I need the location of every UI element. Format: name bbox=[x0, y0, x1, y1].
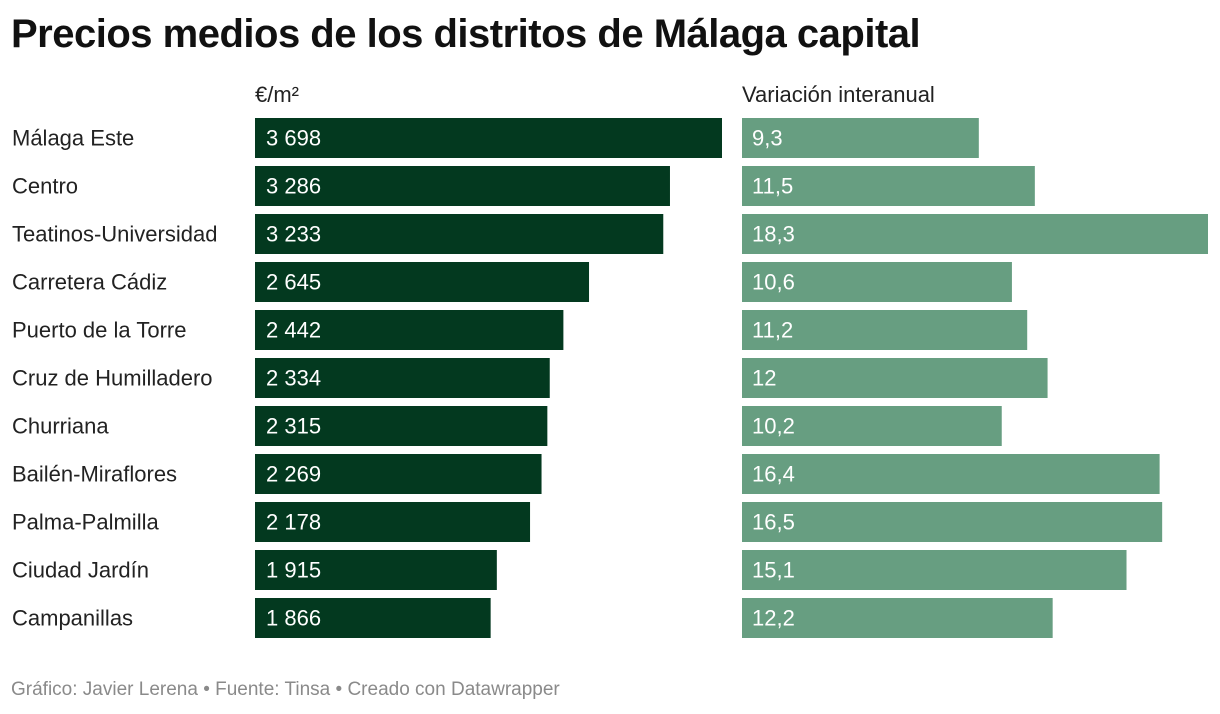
variation-bar bbox=[742, 118, 979, 158]
variation-bar bbox=[742, 310, 1028, 350]
variation-bar bbox=[742, 550, 1127, 590]
variation-value-label: 10,6 bbox=[752, 270, 795, 295]
price-value-label: 2 442 bbox=[266, 318, 321, 343]
price-value-label: 2 315 bbox=[266, 414, 321, 439]
variation-bar bbox=[742, 598, 1053, 638]
price-value-label: 2 645 bbox=[266, 270, 321, 295]
price-value-label: 3 286 bbox=[266, 174, 321, 199]
variation-bar bbox=[742, 358, 1048, 398]
variation-value-label: 15,1 bbox=[752, 558, 795, 583]
variation-bar bbox=[742, 406, 1002, 446]
price-value-label: 2 178 bbox=[266, 510, 321, 535]
variation-value-label: 11,2 bbox=[752, 318, 793, 343]
variation-value-label: 11,5 bbox=[752, 174, 793, 199]
price-bar bbox=[255, 214, 664, 254]
category-label: Málaga Este bbox=[12, 126, 134, 151]
price-bar bbox=[255, 598, 491, 638]
price-value-label: 2 269 bbox=[266, 462, 321, 487]
price-bar bbox=[255, 166, 670, 206]
variation-bar bbox=[742, 166, 1035, 206]
category-label: Puerto de la Torre bbox=[12, 318, 186, 343]
category-label: Teatinos-Universidad bbox=[12, 222, 217, 247]
price-bar bbox=[255, 406, 548, 446]
price-value-label: 1 866 bbox=[266, 606, 321, 631]
price-bar bbox=[255, 550, 497, 590]
category-label: Churriana bbox=[12, 414, 109, 439]
variation-bar bbox=[742, 454, 1160, 494]
price-bar bbox=[255, 358, 550, 398]
variation-value-label: 12 bbox=[752, 366, 776, 391]
variation-value-label: 12,2 bbox=[752, 606, 795, 631]
variation-value-label: 16,4 bbox=[752, 462, 795, 487]
price-value-label: 3 698 bbox=[266, 126, 321, 151]
category-label: Carretera Cádiz bbox=[12, 270, 167, 295]
price-value-label: 2 334 bbox=[266, 366, 321, 391]
category-label: Campanillas bbox=[12, 606, 133, 631]
bar-chart: Málaga Este 3 698 9,3 Centro 3 286 11,5 Teatin… bbox=[12, 118, 1208, 638]
variation-bar bbox=[742, 262, 1012, 302]
variation-value-label: 10,2 bbox=[752, 414, 795, 439]
variation-value-label: 18,3 bbox=[752, 222, 795, 247]
chart-footer: Gráfico: Javier Lerena • Fuente: Tinsa •… bbox=[11, 679, 560, 700]
category-label: Cruz de Humilladero bbox=[12, 366, 213, 391]
price-value-label: 1 915 bbox=[266, 558, 321, 583]
variation-bar bbox=[742, 502, 1163, 542]
variation-column-header: Variación interanual bbox=[742, 82, 935, 107]
price-bar bbox=[255, 502, 531, 542]
price-bar bbox=[255, 118, 722, 158]
variation-value-label: 9,3 bbox=[752, 126, 783, 151]
price-column-header: €/m² bbox=[255, 82, 299, 107]
category-label: Ciudad Jardín bbox=[12, 558, 149, 583]
price-bar bbox=[255, 262, 590, 302]
price-bar bbox=[255, 310, 564, 350]
chart-title: Precios medios de los distritos de Málag… bbox=[11, 12, 921, 56]
variation-value-label: 16,5 bbox=[752, 510, 795, 535]
variation-bar bbox=[742, 214, 1208, 254]
category-label: Bailén-Miraflores bbox=[12, 462, 177, 487]
price-bar bbox=[255, 454, 542, 494]
category-label: Palma-Palmilla bbox=[12, 510, 159, 535]
price-value-label: 3 233 bbox=[266, 222, 321, 247]
category-label: Centro bbox=[12, 174, 78, 199]
